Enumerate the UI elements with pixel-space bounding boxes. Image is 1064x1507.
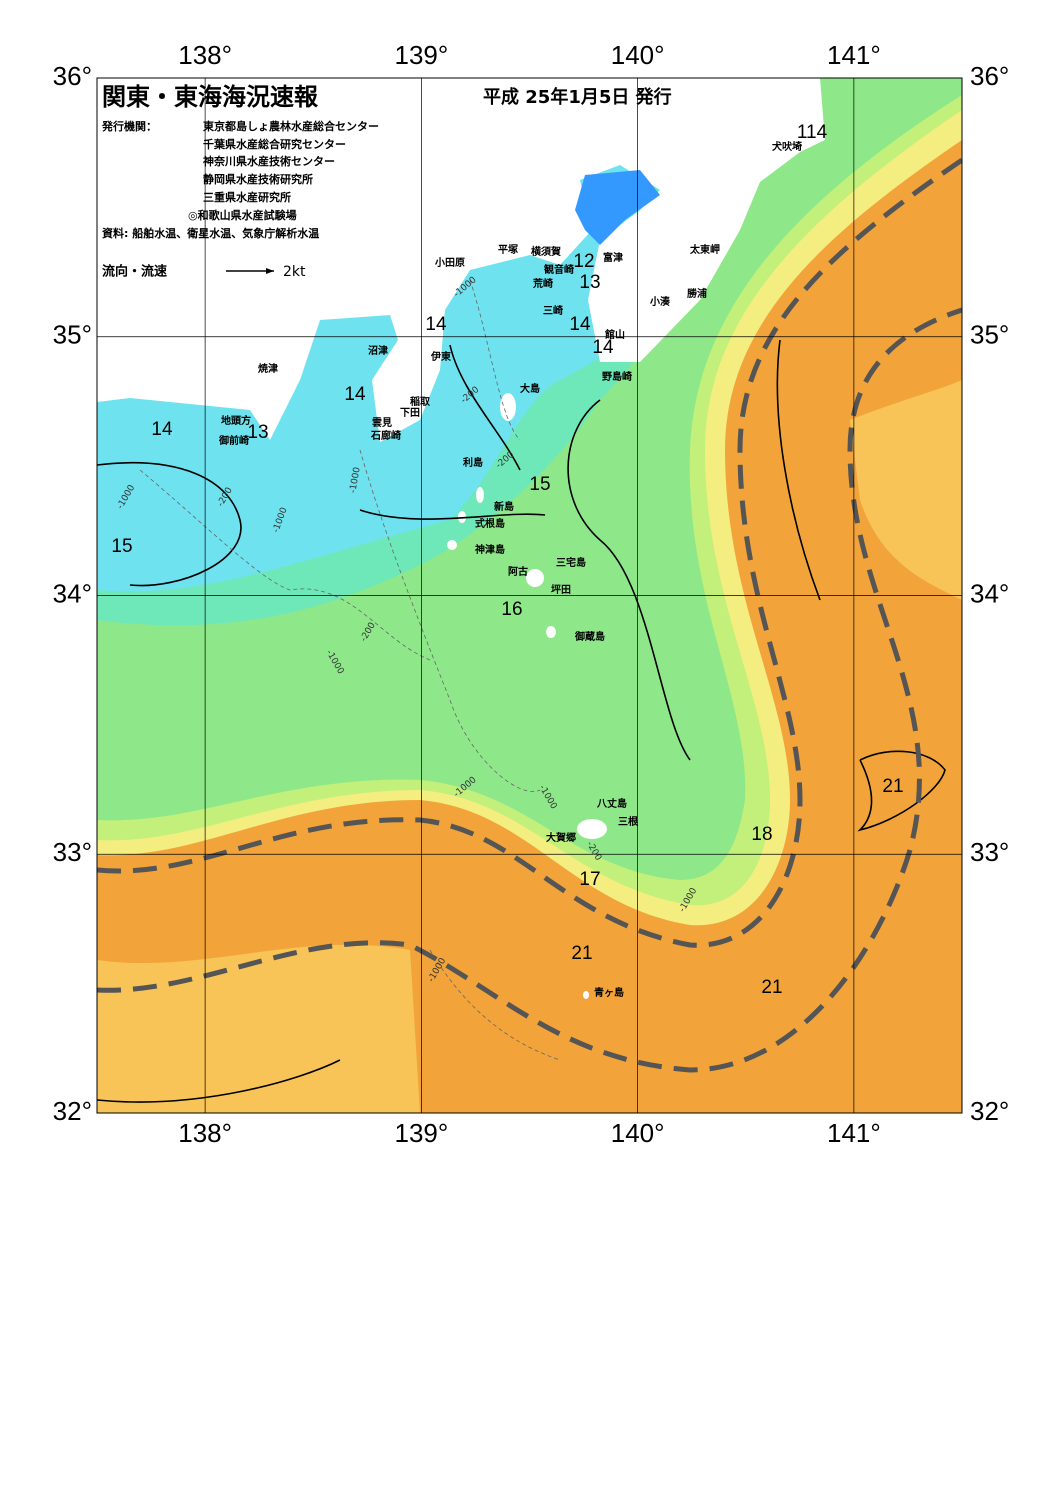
map-labels: 138° 138° 139° 139° 140° 140° 141° 141° 32° 32° 33…: [53, 40, 1010, 1148]
place-name: 三崎: [543, 304, 563, 317]
source: 資料: 船舶水温、衛星水温、気象庁解析水温: [102, 226, 319, 240]
place-name: 伊東: [430, 350, 451, 363]
place-name: 雲見: [372, 417, 392, 429]
place-name: 平塚: [498, 243, 518, 256]
place-name: 大賀郷: [546, 831, 576, 844]
place-name: 三根: [618, 815, 638, 828]
place-name: 富津: [603, 251, 623, 264]
lon-tick-label: 141°: [827, 40, 881, 70]
lat-tick-label: 32°: [970, 1096, 1009, 1126]
place-name: 勝浦: [687, 287, 707, 300]
isotherms: [97, 339, 946, 1103]
place-name: 青ヶ島: [594, 986, 624, 999]
issuer-label: 発行機関：: [101, 119, 157, 133]
place-name: 大島: [520, 382, 540, 395]
kuroshio-axis: [97, 157, 962, 1073]
isotherm-label: 13: [579, 272, 600, 293]
place-name: 利島: [463, 456, 483, 469]
place-name: 館山: [604, 328, 625, 341]
place-name: 八丈島: [596, 797, 627, 810]
lat-tick-label: 32°: [53, 1096, 92, 1126]
map-frame: [96, 77, 963, 1114]
place-name: 犬吠埼: [772, 140, 802, 153]
place-name: 式根島: [475, 517, 505, 530]
lat-tick-label: 34°: [53, 578, 92, 608]
lon-tick-label: 141°: [827, 1118, 881, 1148]
isotherm-label: 12: [573, 251, 594, 272]
isotherm-label: 13: [247, 422, 268, 443]
legend-label: 流向・流速: [102, 264, 167, 280]
islands: [447, 393, 607, 999]
place-name: 観音崎: [544, 263, 574, 276]
isobath-label: -1000: [348, 466, 362, 494]
isotherm-label: 21: [882, 776, 903, 797]
isotherm-label: 21: [571, 943, 592, 964]
isotherm-label: 18: [751, 824, 772, 845]
sea-surface-temperature: [97, 78, 962, 1113]
legend-arrowhead: [266, 268, 274, 274]
lon-tick-label: 140°: [611, 40, 665, 70]
isotherm-label: 114: [797, 122, 828, 143]
issuer: 東京都島しょ農林水産総合センター: [203, 119, 379, 133]
isotherm-label: 14: [592, 337, 614, 358]
lat-tick-label: 36°: [53, 61, 92, 91]
place-name: 地頭方: [221, 414, 251, 427]
place-name: 阿古: [508, 565, 528, 578]
place-name: 横須賀: [531, 245, 561, 258]
isotherm-label: 14: [569, 314, 591, 335]
lon-tick-label: 139°: [394, 1118, 448, 1148]
lon-tick-label: 138°: [178, 1118, 232, 1148]
place-name: 稲取: [410, 395, 431, 408]
place-name: 沼津: [368, 344, 388, 357]
isotherm-label: 15: [111, 536, 132, 557]
place-name: 下田: [400, 407, 420, 419]
land: [97, 78, 825, 442]
issue-date: 平成 25年1月5日 発行: [483, 86, 672, 108]
isotherm-label: 16: [501, 599, 522, 620]
warm-water-light: [97, 944, 420, 1113]
place-name: 石廊崎: [370, 429, 401, 442]
place-name: 三宅島: [556, 556, 586, 569]
lon-tick-label: 140°: [611, 1118, 665, 1148]
issuer: ◎和歌山県水産試験場: [188, 208, 297, 222]
lon-tick-label: 138°: [178, 40, 232, 70]
place-name: 太東岬: [689, 243, 720, 256]
isobaths: [139, 279, 561, 1061]
place-name: 野島崎: [602, 370, 632, 383]
place-name: 神津島: [475, 543, 505, 556]
issuer: 千葉県水産総合研究センター: [203, 137, 346, 151]
issuer: 静岡県水産技術研究所: [203, 172, 313, 186]
issuer: 三重県水産研究所: [203, 190, 291, 204]
issuer: 神奈川県水産技術センター: [203, 154, 335, 168]
place-name: 御前崎: [218, 434, 249, 447]
warm-water-light: [850, 380, 962, 600]
lat-tick-label: 33°: [53, 837, 92, 867]
place-name: 小湊: [649, 295, 671, 308]
lat-tick-label: 35°: [53, 320, 92, 350]
legend-scale: 2kt: [283, 264, 306, 280]
place-name: 新島: [494, 500, 514, 513]
isotherm-label: 14: [425, 314, 447, 335]
isotherm-label: 21: [761, 977, 782, 998]
lat-tick-label: 34°: [970, 578, 1009, 608]
place-name: 焼津: [258, 362, 278, 375]
isotherm-label: 15: [529, 474, 550, 495]
place-name: 荒崎: [532, 277, 553, 290]
place-name: 御蔵島: [574, 630, 605, 643]
lat-tick-label: 33°: [970, 837, 1009, 867]
lat-tick-label: 36°: [970, 61, 1009, 91]
isotherm-label: 17: [579, 869, 600, 890]
lon-tick-label: 139°: [394, 40, 448, 70]
place-name: 坪田: [551, 583, 571, 596]
title: 関東・東海海況速報: [102, 83, 319, 111]
lat-tick-label: 35°: [970, 320, 1009, 350]
isotherm-label: 14: [344, 384, 366, 405]
isotherm-label: 14: [151, 419, 173, 440]
place-name: 小田原: [434, 256, 465, 269]
graticule: [97, 78, 962, 1113]
tokyo-bay: [575, 170, 660, 245]
